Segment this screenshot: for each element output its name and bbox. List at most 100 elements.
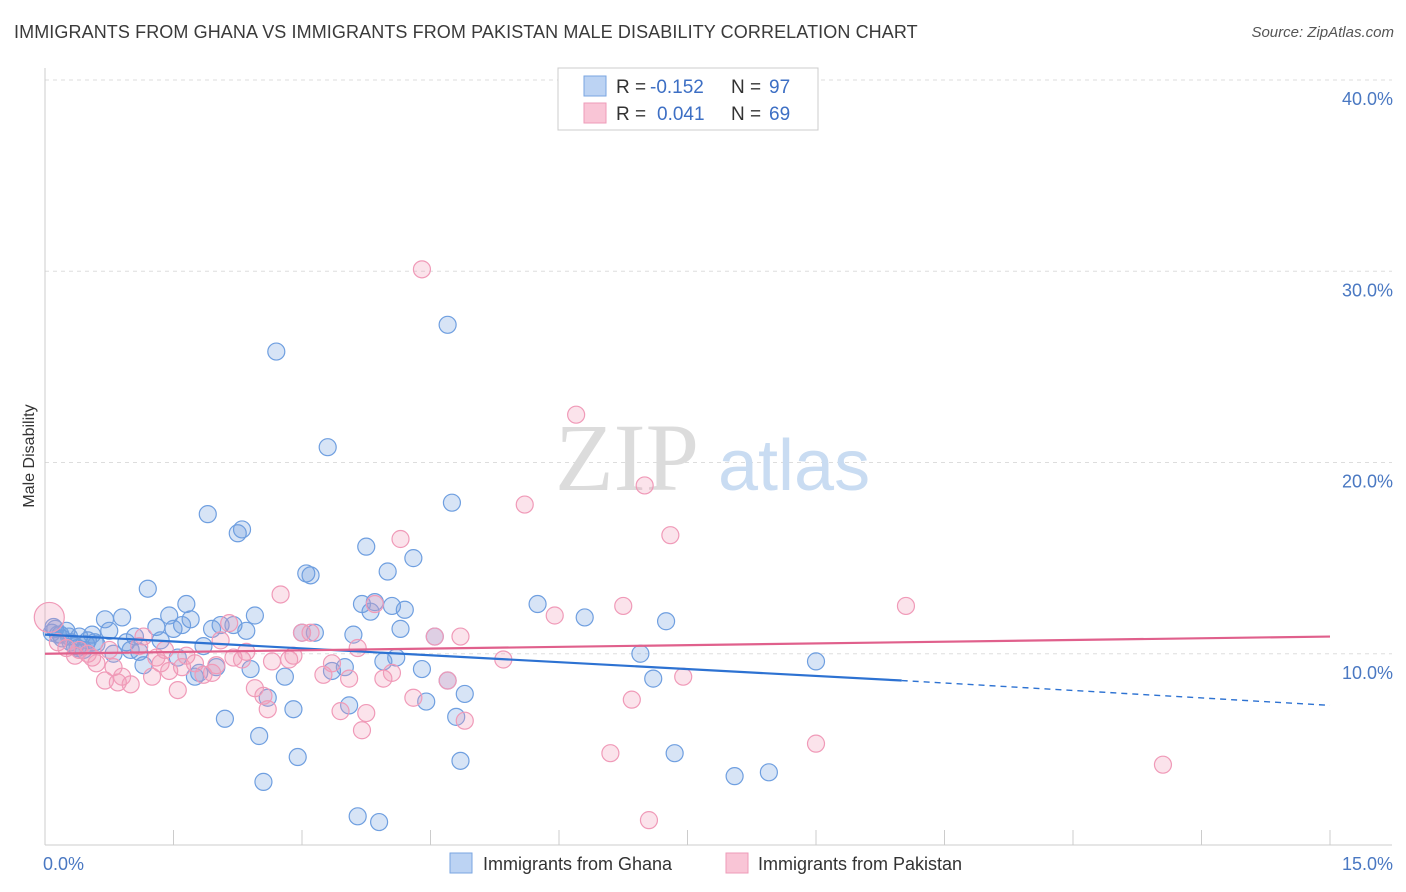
pakistan-point [451, 627, 470, 646]
stats-legend: R = -0.152 N = 97 R = 0.041 N = 69 [557, 67, 819, 131]
ghana-point [245, 606, 264, 625]
chart-title: IMMIGRANTS FROM GHANA VS IMMIGRANTS FROM… [14, 22, 918, 42]
ghana-point [455, 684, 474, 704]
watermark: ZIP atlas [555, 404, 870, 511]
pakistan-point [635, 476, 654, 495]
ghana-n-label: N = [731, 77, 761, 98]
pakistan-point [348, 638, 367, 658]
pakistan-point [352, 721, 372, 740]
axes [44, 68, 1392, 846]
pakistan-point [340, 669, 359, 688]
ghana-n-value: 97 [769, 77, 790, 98]
trend-lines [44, 633, 1331, 707]
pakistan-point [601, 744, 620, 763]
pakistan-point [258, 700, 277, 719]
pakistan-n-value: 69 [769, 104, 790, 125]
x-tick-labels: 0.0% 15.0% [43, 854, 1393, 874]
y-tick-label: 20.0% [1342, 472, 1393, 492]
ghana-r-value: -0.152 [650, 77, 704, 98]
pakistan-legend-swatch [583, 102, 607, 124]
pakistan-point [412, 260, 432, 279]
ghana-point [631, 644, 650, 663]
pakistan-point [130, 636, 149, 656]
ghana-point [305, 623, 324, 642]
ghana-point [160, 606, 179, 625]
legend-pakistan-label: Immigrants from Pakistan [758, 854, 962, 874]
pakistan-point [168, 680, 187, 700]
pakistan-point [365, 594, 384, 614]
x-tick-label-min: 0.0% [43, 854, 84, 874]
pakistan-r-value: 0.041 [657, 104, 705, 125]
ghana-point [575, 608, 594, 627]
ghana-point [288, 747, 307, 767]
legend-ghana-swatch [449, 852, 473, 874]
gridlines [45, 79, 1392, 655]
ghana-point [237, 621, 256, 640]
ghana-point [275, 667, 294, 686]
pakistan-point [87, 654, 106, 673]
ghana-point [267, 342, 286, 361]
pakistan-point [322, 654, 342, 673]
ghana-point [100, 621, 119, 640]
ghana-point [644, 669, 663, 688]
ghana-point [395, 600, 414, 619]
ghana-trend-line [44, 633, 902, 682]
pakistan-point [515, 495, 534, 514]
ghana-point [387, 648, 406, 667]
ghana-point [391, 619, 410, 638]
pakistan-point [639, 811, 659, 830]
ghana-point [232, 520, 252, 539]
pakistan-point [806, 734, 826, 753]
y-tick-label: 40.0% [1342, 89, 1393, 109]
ghana-point [370, 812, 389, 832]
ghana-point [404, 549, 423, 568]
y-axis-label: Male Disability [21, 404, 38, 507]
pakistan-point [357, 703, 376, 723]
pakistan-point [121, 675, 140, 694]
watermark-atlas: atlas [718, 426, 870, 506]
pakistan-point [262, 652, 282, 671]
ghana-point [348, 807, 367, 826]
ghana-point [112, 608, 132, 627]
pakistan-point [614, 596, 633, 616]
ghana-point [301, 566, 320, 585]
pakistan-point [438, 671, 457, 690]
ghana-point [806, 652, 826, 671]
pakistan-r-label: R = [616, 104, 646, 125]
y-tick-labels: 10.0% 20.0% 30.0% 40.0% [1342, 89, 1393, 683]
ghana-point [284, 700, 303, 719]
ghana-point [442, 493, 462, 512]
pakistan-point [155, 640, 175, 660]
ghana-point [318, 438, 337, 457]
y-tick-label: 30.0% [1342, 280, 1393, 300]
pakistan-point [425, 627, 444, 646]
pakistan-point [211, 631, 230, 650]
ghana-point [344, 625, 363, 644]
ghana-point [198, 505, 217, 524]
pakistan-point [134, 627, 153, 646]
ghana-point [164, 619, 183, 638]
y-tick-label: 10.0% [1342, 663, 1393, 683]
pakistan-point [404, 688, 423, 707]
ghana-legend-swatch [583, 75, 607, 97]
pakistan-n-label: N = [731, 104, 761, 125]
pakistan-point [1153, 755, 1173, 774]
ghana-point [357, 537, 376, 556]
ghana-point [438, 315, 457, 334]
ghana-point [759, 763, 778, 782]
legend-ghana-label: Immigrants from Ghana [483, 854, 673, 874]
pakistan-point [254, 686, 273, 705]
pakistan-point [271, 585, 290, 604]
series-legend: Immigrants from Ghana Immigrants from Pa… [449, 852, 962, 874]
ghana-point [177, 594, 196, 614]
pakistan-point [545, 606, 564, 625]
ghana-point [138, 579, 157, 598]
data-points [33, 260, 1173, 832]
pakistan-point [622, 690, 641, 709]
x-tick-label-max: 15.0% [1342, 854, 1393, 874]
pakistan-trend-line [44, 635, 1331, 655]
chart-source: Source: ZipAtlas.com [1251, 24, 1394, 41]
legend-pakistan-swatch [725, 852, 749, 874]
ghana-point [412, 659, 432, 679]
